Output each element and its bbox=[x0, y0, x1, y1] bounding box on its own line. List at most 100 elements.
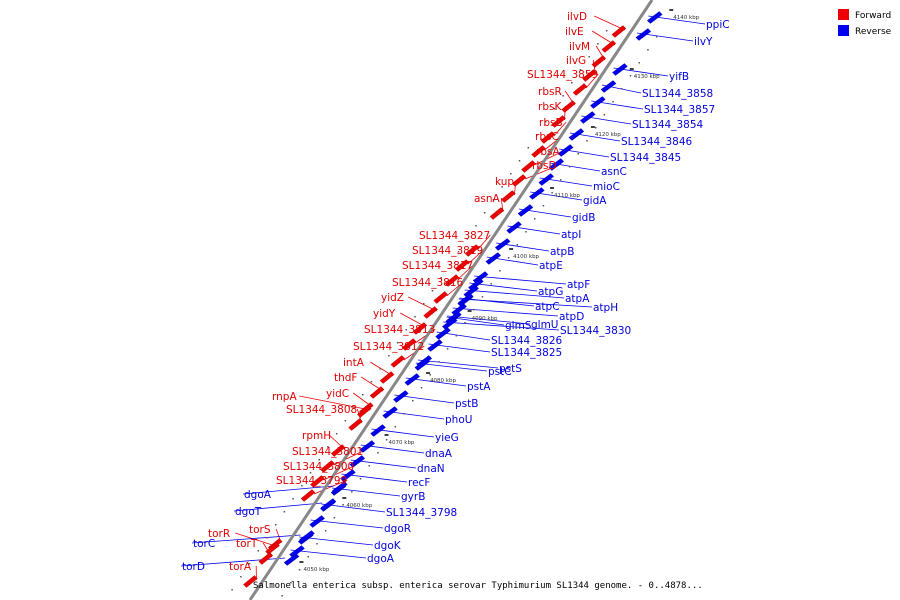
reverse-gene-label[interactable]: atpC bbox=[535, 301, 560, 313]
reverse-gene-feature[interactable] bbox=[548, 158, 565, 171]
forward-gene-label[interactable]: SL1344_3816 bbox=[392, 277, 464, 289]
forward-gene-feature[interactable] bbox=[591, 55, 607, 68]
reverse-gene-label[interactable]: phoU bbox=[445, 414, 472, 426]
forward-gene-feature[interactable] bbox=[521, 160, 536, 173]
forward-gene-feature[interactable] bbox=[330, 444, 346, 457]
forward-gene-feature[interactable] bbox=[412, 322, 428, 335]
forward-gene-label[interactable]: SL1344_3808 bbox=[286, 404, 357, 416]
forward-gene-feature[interactable] bbox=[265, 542, 280, 555]
forward-gene-feature[interactable] bbox=[611, 25, 627, 38]
forward-gene-feature[interactable] bbox=[310, 475, 325, 488]
forward-gene-label[interactable]: rnpA bbox=[272, 391, 297, 403]
reverse-gene-label[interactable]: pstS bbox=[499, 363, 522, 375]
reverse-gene-feature[interactable] bbox=[299, 530, 315, 543]
forward-gene-label[interactable]: torS bbox=[249, 524, 271, 536]
reverse-gene-feature[interactable] bbox=[382, 406, 398, 419]
reverse-gene-feature[interactable] bbox=[506, 221, 522, 234]
forward-gene-label[interactable]: rpmH bbox=[302, 430, 331, 442]
reverse-gene-label[interactable]: SL1344_3854 bbox=[632, 119, 704, 131]
forward-gene-label[interactable]: ilvD bbox=[567, 11, 587, 23]
forward-gene-label[interactable]: ilvG bbox=[566, 55, 586, 67]
reverse-gene-feature[interactable] bbox=[309, 515, 325, 528]
forward-gene-feature[interactable] bbox=[401, 338, 417, 351]
reverse-gene-feature[interactable] bbox=[557, 144, 574, 157]
forward-gene-label[interactable]: rbsB bbox=[539, 117, 563, 129]
forward-gene-label[interactable]: SL1344_3817 bbox=[402, 260, 473, 272]
reverse-gene-feature[interactable] bbox=[340, 469, 356, 482]
forward-gene-feature[interactable] bbox=[300, 489, 316, 502]
reverse-gene-label[interactable]: atpH bbox=[593, 302, 618, 314]
forward-gene-label[interactable]: thdF bbox=[334, 372, 357, 384]
forward-gene-label[interactable]: rbsC bbox=[535, 131, 559, 143]
reverse-gene-label[interactable]: SL1344_3858 bbox=[642, 88, 713, 100]
reverse-gene-feature[interactable] bbox=[451, 303, 467, 316]
forward-gene-feature[interactable] bbox=[320, 460, 335, 473]
reverse-gene-label[interactable]: dnaN bbox=[417, 463, 445, 475]
forward-gene-feature[interactable] bbox=[511, 174, 527, 187]
reverse-gene-label[interactable]: yifB bbox=[669, 71, 689, 83]
reverse-gene-label[interactable]: atpB bbox=[550, 246, 574, 258]
forward-gene-label[interactable]: torR bbox=[208, 528, 230, 540]
reverse-gene-label[interactable]: SL1344_3830 bbox=[560, 325, 631, 337]
reverse-gene-label[interactable]: SL1344_3825 bbox=[491, 347, 562, 359]
reverse-gene-feature[interactable] bbox=[600, 80, 617, 93]
forward-gene-feature[interactable] bbox=[369, 386, 385, 399]
reverse-gene-feature[interactable] bbox=[332, 481, 348, 494]
forward-gene-feature[interactable] bbox=[243, 575, 258, 588]
forward-gene-feature[interactable] bbox=[601, 40, 617, 53]
forward-gene-feature[interactable] bbox=[357, 405, 372, 418]
reverse-gene-feature[interactable] bbox=[568, 128, 585, 141]
reverse-gene-label[interactable]: torC bbox=[193, 538, 215, 550]
reverse-gene-feature[interactable] bbox=[517, 204, 534, 217]
reverse-gene-label[interactable]: SL1344_3826 bbox=[491, 335, 563, 347]
forward-gene-label[interactable]: SL1344_3819 bbox=[412, 245, 483, 257]
forward-gene-feature[interactable] bbox=[423, 306, 438, 319]
forward-gene-feature[interactable] bbox=[464, 244, 480, 257]
reverse-gene-feature[interactable] bbox=[359, 440, 376, 453]
reverse-gene-label[interactable]: dgoT bbox=[235, 506, 262, 518]
forward-gene-label[interactable]: SL1344_3799 bbox=[276, 475, 347, 487]
forward-gene-label[interactable]: rbsK bbox=[538, 101, 562, 113]
reverse-gene-label[interactable]: atpA bbox=[565, 293, 590, 305]
reverse-gene-label[interactable]: SL1344_3846 bbox=[621, 136, 693, 148]
reverse-gene-label[interactable]: SL1344_3798 bbox=[386, 507, 457, 519]
reverse-gene-label[interactable]: dgoR bbox=[384, 523, 411, 535]
reverse-gene-label[interactable]: dnaA bbox=[425, 448, 453, 460]
reverse-gene-label[interactable]: gidA bbox=[583, 195, 607, 207]
reverse-gene-label[interactable]: dgoA bbox=[367, 553, 395, 565]
forward-gene-feature[interactable] bbox=[501, 190, 516, 203]
reverse-gene-feature[interactable] bbox=[485, 252, 502, 265]
reverse-gene-feature[interactable] bbox=[458, 293, 474, 306]
forward-gene-label[interactable]: asnA bbox=[474, 193, 501, 205]
reverse-gene-label[interactable]: atpG bbox=[538, 286, 563, 298]
reverse-gene-label[interactable]: gyrB bbox=[401, 491, 425, 503]
reverse-gene-feature[interactable] bbox=[590, 96, 606, 109]
reverse-gene-label[interactable]: atpD bbox=[559, 311, 584, 323]
forward-gene-feature[interactable] bbox=[390, 355, 406, 368]
forward-gene-label[interactable]: ilvE bbox=[565, 26, 584, 38]
forward-gene-feature[interactable] bbox=[258, 552, 274, 565]
reverse-gene-feature[interactable] bbox=[289, 545, 305, 558]
reverse-gene-label[interactable]: recF bbox=[408, 477, 430, 489]
forward-gene-label[interactable]: SL1344_3813 bbox=[364, 324, 435, 336]
reverse-gene-label[interactable]: torD bbox=[182, 561, 205, 573]
reverse-gene-feature[interactable] bbox=[538, 173, 555, 186]
reverse-gene-feature[interactable] bbox=[494, 238, 511, 251]
reverse-gene-feature[interactable] bbox=[612, 63, 628, 76]
forward-gene-feature[interactable] bbox=[551, 115, 566, 128]
forward-gene-label[interactable]: yidC bbox=[326, 388, 349, 400]
reverse-gene-feature[interactable] bbox=[370, 424, 386, 437]
reverse-gene-label[interactable]: glmU bbox=[531, 319, 559, 331]
reverse-gene-label[interactable]: asnC bbox=[601, 166, 627, 178]
forward-gene-label[interactable]: torA bbox=[229, 561, 252, 573]
forward-gene-label[interactable]: SL1344_3812 bbox=[353, 341, 424, 353]
reverse-gene-label[interactable]: atpF bbox=[567, 279, 590, 291]
reverse-gene-label[interactable]: pstB bbox=[455, 398, 478, 410]
forward-gene-feature[interactable] bbox=[489, 207, 505, 220]
reverse-gene-feature[interactable] bbox=[529, 187, 545, 200]
reverse-gene-label[interactable]: SL1344_3845 bbox=[610, 152, 681, 164]
forward-gene-label[interactable]: rbsR bbox=[538, 86, 562, 98]
reverse-gene-feature[interactable] bbox=[579, 111, 596, 124]
forward-gene-feature[interactable] bbox=[433, 291, 448, 304]
forward-gene-feature[interactable] bbox=[540, 131, 556, 144]
